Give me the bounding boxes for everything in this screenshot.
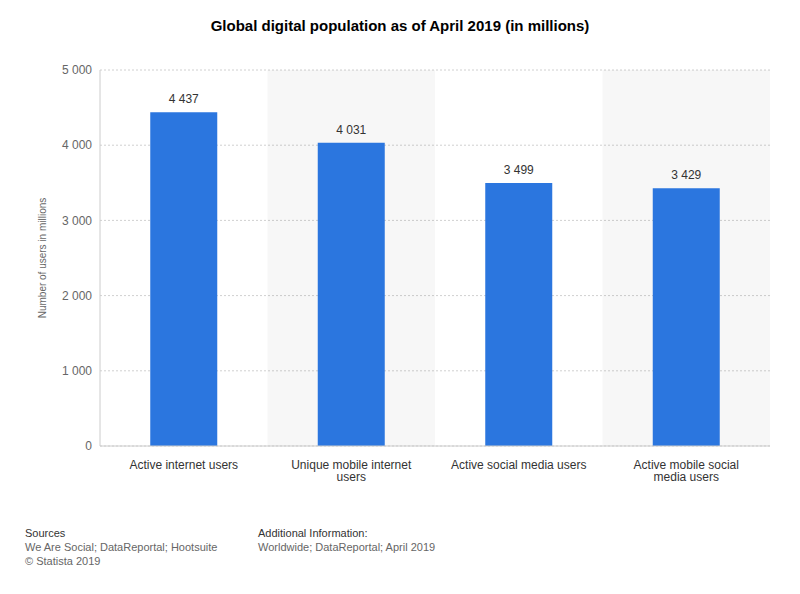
svg-text:Number of users in millions: Number of users in millions bbox=[37, 198, 48, 319]
svg-text:4 031: 4 031 bbox=[336, 123, 366, 137]
svg-text:3 499: 3 499 bbox=[504, 163, 534, 177]
html-text:Sources: Sources bbox=[25, 527, 66, 539]
svg-text:5 000: 5 000 bbox=[62, 63, 92, 77]
svg-text:4 437: 4 437 bbox=[169, 92, 199, 106]
svg-text:Active social media users: Active social media users bbox=[451, 458, 586, 472]
svg-text:Active internet users: Active internet users bbox=[129, 458, 238, 472]
svg-text:4 000: 4 000 bbox=[62, 138, 92, 152]
html-text:Additional Information:: Additional Information: bbox=[258, 527, 368, 539]
html-text:We Are Social; DataReportal; H: We Are Social; DataReportal; Hootsuite bbox=[25, 541, 218, 553]
svg-text:2 000: 2 000 bbox=[62, 289, 92, 303]
html-text:© Statista 2019: © Statista 2019 bbox=[25, 555, 101, 567]
svg-text:Unique mobile internetusers: Unique mobile internetusers bbox=[291, 458, 412, 484]
svg-text:0: 0 bbox=[85, 439, 92, 453]
html-text:Worldwide; DataReportal; April: Worldwide; DataReportal; April 2019 bbox=[258, 541, 436, 553]
svg-text:3 000: 3 000 bbox=[62, 214, 92, 228]
svg-text:Active mobile socialmedia user: Active mobile socialmedia users bbox=[634, 458, 739, 484]
html-text:Global digital population as o: Global digital population as of April 20… bbox=[210, 17, 590, 34]
svg-text:3 429: 3 429 bbox=[671, 168, 701, 182]
svg-text:1 000: 1 000 bbox=[62, 364, 92, 378]
